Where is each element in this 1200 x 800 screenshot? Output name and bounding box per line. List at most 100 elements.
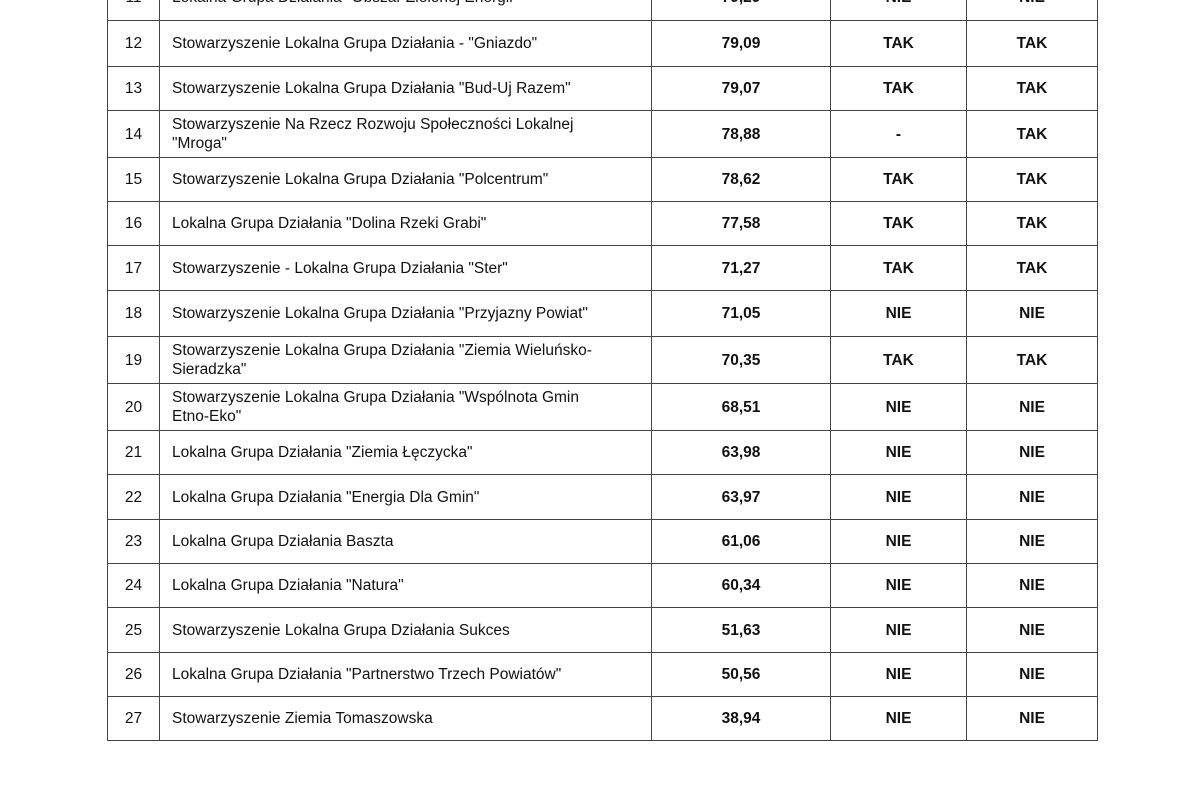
organization-name: Stowarzyszenie Lokalna Grupa Działania "… [159,66,652,111]
table-row: 27 Stowarzyszenie Ziemia Tomaszowska 38,94… [107,696,1098,741]
criterion-a: NIE [830,383,967,431]
organization-name: Stowarzyszenie Lokalna Grupa Działania S… [159,607,652,653]
criterion-b: TAK [966,157,1098,202]
organization-name: Lokalna Grupa Działania "Dolina Rzeki Gr… [159,201,652,246]
criterion-a: NIE [830,696,967,741]
criterion-a: NIE [830,519,967,564]
table-row: 26 Lokalna Grupa Działania "Partnerstwo T… [107,652,1098,697]
organization-name: Stowarzyszenie Lokalna Grupa Działania "… [159,336,652,384]
row-number: 24 [107,563,160,608]
score: 68,51 [651,383,831,431]
table-row: 22 Lokalna Grupa Działania "Energia Dla G… [107,474,1098,520]
row-number: 26 [107,652,160,697]
criterion-b: TAK [966,336,1098,384]
score: 71,27 [651,245,831,291]
organization-name: Lokalna Grupa Działania Baszta [159,519,652,564]
organization-name: Stowarzyszenie - Lokalna Grupa Działania… [159,245,652,291]
table-row: 24 Lokalna Grupa Działania "Natura" 60,34 N… [107,563,1098,608]
criterion-a: TAK [830,201,967,246]
organization-name: Lokalna Grupa Działania "Natura" [159,563,652,608]
row-number: 23 [107,519,160,564]
table-row: 17 Stowarzyszenie - Lokalna Grupa Działan… [107,245,1098,291]
criterion-a: TAK [830,245,967,291]
criterion-a: NIE [830,607,967,653]
row-number: 17 [107,245,160,291]
criterion-b: TAK [966,20,1098,67]
row-number: 13 [107,66,160,111]
table-row: 14 Stowarzyszenie Na Rzecz Rozwoju Społec… [107,110,1098,158]
score: 78,62 [651,157,831,202]
table-row: 11Lokalna Grupa Działania "Obszar Zielon… [107,0,1098,21]
score: 38,94 [651,696,831,741]
row-number: 21 [107,430,160,475]
criterion-a: TAK [830,336,967,384]
criterion-a: TAK [830,20,967,67]
criterion-b: NIE [966,563,1098,608]
row-number: 20 [107,383,160,431]
criterion-a: - [830,110,967,158]
score: 77,58 [651,201,831,246]
score: 79,29 [651,0,831,21]
table-row: 25 Stowarzyszenie Lokalna Grupa Działania… [107,607,1098,653]
organization-name: Lokalna Grupa Działania "Ziemia Łęczycka… [159,430,652,475]
table-row: 21 Lokalna Grupa Działania "Ziemia Łęczyc… [107,430,1098,475]
organization-name: Stowarzyszenie Lokalna Grupa Działania "… [159,383,652,431]
table-row: 12 Stowarzyszenie Lokalna Grupa Działania… [107,20,1098,67]
table-row: 16 Lokalna Grupa Działania "Dolina Rzeki … [107,201,1098,246]
criterion-a: NIE [830,430,967,475]
criterion-a: NIE [830,563,967,608]
organization-name: Lokalna Grupa Działania "Partnerstwo Trz… [159,652,652,697]
criterion-a: NIE [830,652,967,697]
criterion-b: NIE [966,383,1098,431]
criterion-b: NIE [966,696,1098,741]
criterion-b: NIE [966,290,1098,337]
table-row: 19 Stowarzyszenie Lokalna Grupa Działania… [107,336,1098,384]
criterion-a: TAK [830,157,967,202]
table-row: 13 Stowarzyszenie Lokalna Grupa Działania… [107,66,1098,111]
criterion-b: TAK [966,245,1098,291]
criterion-b: NIE [966,607,1098,653]
organization-name: Lokalna Grupa Działania "Obszar Zielonej… [159,0,652,21]
results-table: 11Lokalna Grupa Działania "Obszar Zielon… [107,0,1098,741]
row-number: 11 [107,0,160,21]
row-number: 19 [107,336,160,384]
score: 63,98 [651,430,831,475]
criterion-b: NIE [966,474,1098,520]
row-number: 27 [107,696,160,741]
criterion-a: TAK [830,66,967,111]
score: 79,09 [651,20,831,67]
criterion-b: TAK [966,201,1098,246]
score: 60,34 [651,563,831,608]
score: 61,06 [651,519,831,564]
score: 51,63 [651,607,831,653]
score: 78,88 [651,110,831,158]
row-number: 25 [107,607,160,653]
table-row: 20 Stowarzyszenie Lokalna Grupa Działania… [107,383,1098,431]
score: 79,07 [651,66,831,111]
criterion-b: TAK [966,110,1098,158]
table-row: 23 Lokalna Grupa Działania Baszta 61,06 NIE… [107,519,1098,564]
criterion-b: NIE [966,519,1098,564]
row-number: 15 [107,157,160,202]
organization-name: Stowarzyszenie Na Rzecz Rozwoju Społeczn… [159,110,652,158]
table-row: 18 Stowarzyszenie Lokalna Grupa Działania… [107,290,1098,337]
score: 70,35 [651,336,831,384]
criterion-a: NIE [830,0,967,21]
criterion-a: NIE [830,290,967,337]
criterion-b: NIE [966,0,1098,21]
row-number: 16 [107,201,160,246]
row-number: 22 [107,474,160,520]
score: 50,56 [651,652,831,697]
row-number: 18 [107,290,160,337]
organization-name: Stowarzyszenie Lokalna Grupa Działania "… [159,157,652,202]
criterion-b: TAK [966,66,1098,111]
row-number: 14 [107,110,160,158]
table-row: 15 Stowarzyszenie Lokalna Grupa Działania… [107,157,1098,202]
score: 71,05 [651,290,831,337]
row-number: 12 [107,20,160,67]
criterion-b: NIE [966,652,1098,697]
organization-name: Stowarzyszenie Lokalna Grupa Działania -… [159,20,652,67]
criterion-b: NIE [966,430,1098,475]
organization-name: Stowarzyszenie Lokalna Grupa Działania "… [159,290,652,337]
